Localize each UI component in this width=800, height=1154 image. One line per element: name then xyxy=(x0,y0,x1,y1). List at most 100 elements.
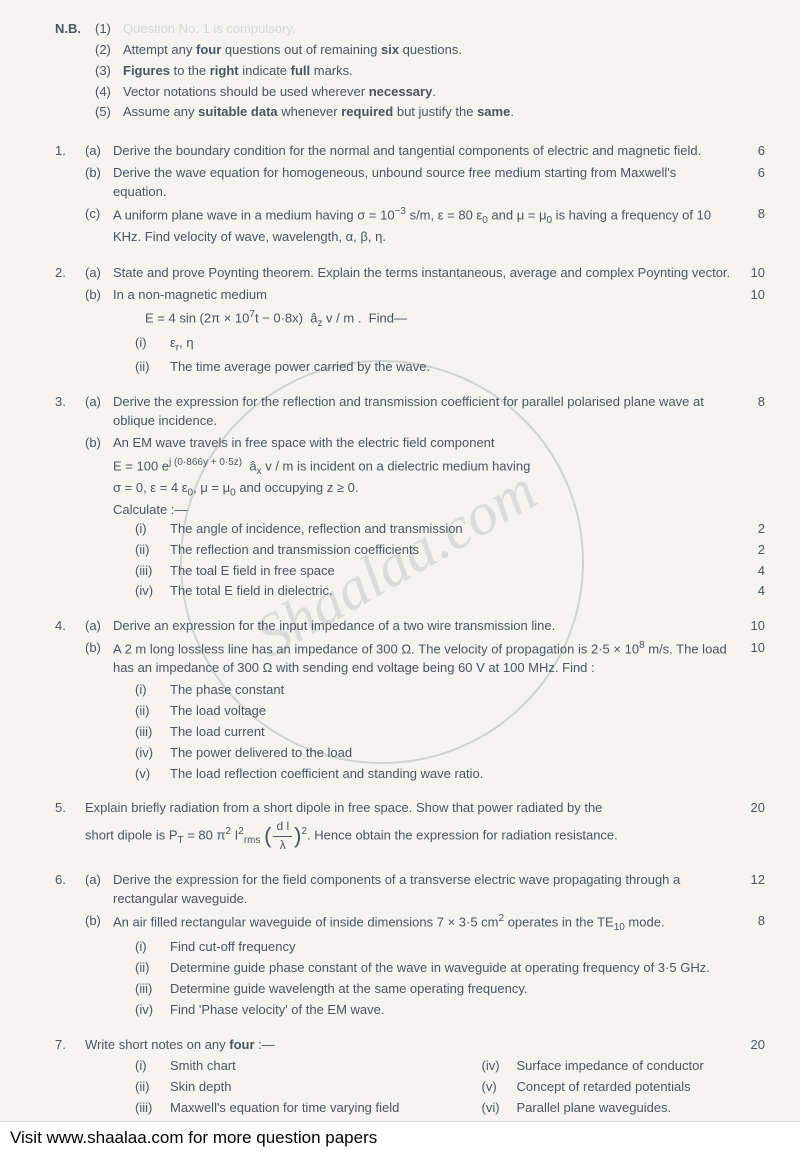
sub-content: Derive the expression for the reflection… xyxy=(113,393,741,431)
marks: 6 xyxy=(741,164,765,202)
question-number: 3. xyxy=(55,393,85,603)
question-content: Write short notes on any four :— xyxy=(85,1036,741,1055)
roman-label: (i) xyxy=(135,1057,170,1076)
sub-label: (a) xyxy=(85,393,113,431)
marks: 20 xyxy=(741,799,765,854)
roman-content: εr, η xyxy=(170,334,765,356)
question-body: (a)Derive the expression for the field c… xyxy=(85,871,765,1021)
nb-item-num: (5) xyxy=(95,103,123,122)
roman-label: (iii) xyxy=(135,1099,170,1118)
q5-content: Explain briefly radiation from a short d… xyxy=(85,799,741,854)
question: 3.(a)Derive the expression for the refle… xyxy=(55,393,765,603)
nb-item: (3)Figures to the right indicate full ma… xyxy=(95,62,765,81)
sub-label: (b) xyxy=(85,434,113,453)
question: 6.(a)Derive the expression for the field… xyxy=(55,871,765,1021)
roman-item: (ii)The reflection and transmission coef… xyxy=(135,541,765,560)
two-column-list: (i)Smith chart(ii)Skin depth(iii)Maxwell… xyxy=(135,1057,765,1120)
marks: 8 xyxy=(741,205,765,247)
sub-content: Derive the boundary condition for the no… xyxy=(113,142,741,161)
column-left: (i)Smith chart(ii)Skin depth(iii)Maxwell… xyxy=(135,1057,482,1120)
nb-item-num: (1) xyxy=(95,20,123,39)
marks: 8 xyxy=(741,393,765,431)
sub-label: (a) xyxy=(85,871,113,909)
question-number: 4. xyxy=(55,617,85,785)
sub-content: A uniform plane wave in a medium having … xyxy=(113,205,741,247)
roman-label: (iv) xyxy=(135,582,170,601)
sub-content: Derive an expression for the input imped… xyxy=(113,617,741,636)
roman-label: (iii) xyxy=(135,980,170,999)
question-number: 6. xyxy=(55,871,85,1021)
sub-content: An air filled rectangular waveguide of i… xyxy=(113,912,741,935)
question-body: (a)Derive the boundary condition for the… xyxy=(85,142,765,250)
nb-item: (4)Vector notations should be used where… xyxy=(95,83,765,102)
roman-content: Skin depth xyxy=(170,1078,231,1097)
roman-item: (ii)The time average power carried by th… xyxy=(135,358,765,377)
roman-item: (iv)The total E field in dielectric.4 xyxy=(135,582,765,601)
marks: 10 xyxy=(741,617,765,636)
roman-label: (i) xyxy=(135,520,170,539)
sub-content: State and prove Poynting theorem. Explai… xyxy=(113,264,741,283)
roman-content: Parallel plane waveguides. xyxy=(517,1099,672,1118)
roman-content: Find 'Phase velocity' of the EM wave. xyxy=(170,1001,765,1020)
roman-content: The time average power carried by the wa… xyxy=(170,358,765,377)
nb-item-num: (2) xyxy=(95,41,123,60)
nb-item-text: Attempt any four questions out of remain… xyxy=(123,41,462,60)
roman-marks: 4 xyxy=(741,562,765,581)
sub-question: (a)Derive the expression for the field c… xyxy=(85,871,765,909)
sub-label: (b) xyxy=(85,639,113,678)
roman-item: (vi)Parallel plane waveguides. xyxy=(482,1099,766,1118)
sub-label: (c) xyxy=(85,205,113,247)
roman-label: (ii) xyxy=(135,702,170,721)
questions-container: 1.(a)Derive the boundary condition for t… xyxy=(55,142,765,1120)
sub-label: (a) xyxy=(85,617,113,636)
exam-paper-page: Shaalaa.com N.B. (1)Question No. 1 is co… xyxy=(0,0,800,1154)
nb-item: (2)Attempt any four questions out of rem… xyxy=(95,41,765,60)
roman-content: The reflection and transmission coeffici… xyxy=(170,541,741,560)
sub-question: (a)State and prove Poynting theorem. Exp… xyxy=(85,264,765,283)
question-body: (a)State and prove Poynting theorem. Exp… xyxy=(85,264,765,379)
roman-label: (iv) xyxy=(482,1057,517,1076)
sub-label: (a) xyxy=(85,264,113,283)
roman-label: (v) xyxy=(482,1078,517,1097)
marks: 10 xyxy=(741,264,765,283)
roman-label: (i) xyxy=(135,334,170,356)
question-body: (a)Derive the expression for the reflect… xyxy=(85,393,765,603)
roman-label: (ii) xyxy=(135,1078,170,1097)
roman-label: (iii) xyxy=(135,723,170,742)
roman-content: The power delivered to the load xyxy=(170,744,765,763)
roman-content: Determine guide wavelength at the same o… xyxy=(170,980,765,999)
roman-content: The angle of incidence, reflection and t… xyxy=(170,520,741,539)
marks: 10 xyxy=(741,639,765,678)
roman-content: The load voltage xyxy=(170,702,765,721)
roman-label: (iii) xyxy=(135,562,170,581)
roman-item: (i)The phase constant xyxy=(135,681,765,700)
question: 5.Explain briefly radiation from a short… xyxy=(55,799,765,857)
nb-label: N.B. xyxy=(55,20,95,124)
sub-content: Derive the expression for the field comp… xyxy=(113,871,741,909)
roman-item: (i)Smith chart xyxy=(135,1057,482,1076)
roman-content: Determine guide phase constant of the wa… xyxy=(170,959,765,978)
nb-item-num: (3) xyxy=(95,62,123,81)
sub-label: (b) xyxy=(85,286,113,305)
sub-content: An EM wave travels in free space with th… xyxy=(113,434,741,453)
nb-item-text: Question No. 1 is compulsory. xyxy=(123,20,295,39)
roman-item: (v)The load reflection coefficient and s… xyxy=(135,765,765,784)
roman-content: The load reflection coefficient and stan… xyxy=(170,765,765,784)
roman-content: The load current xyxy=(170,723,765,742)
question-text: Explain briefly radiation from a short d… xyxy=(85,799,765,854)
marks: 12 xyxy=(741,871,765,909)
nb-item: (5)Assume any suitable data whenever req… xyxy=(95,103,765,122)
nb-section: N.B. (1)Question No. 1 is compulsory.(2)… xyxy=(55,20,765,124)
roman-item: (ii)The load voltage xyxy=(135,702,765,721)
nb-item-num: (4) xyxy=(95,83,123,102)
sub-question: (a)Derive the expression for the reflect… xyxy=(85,393,765,431)
roman-content: Surface impedance of conductor xyxy=(517,1057,704,1076)
sub-content: A 2 m long lossless line has an impedanc… xyxy=(113,639,741,678)
roman-item: (i)The angle of incidence, reflection an… xyxy=(135,520,765,539)
extra-line: E = 100 ej (0·866y + 0·5z) âx v / m is i… xyxy=(113,456,765,479)
question: 1.(a)Derive the boundary condition for t… xyxy=(55,142,765,250)
roman-label: (ii) xyxy=(135,959,170,978)
roman-content: The phase constant xyxy=(170,681,765,700)
marks: 10 xyxy=(741,286,765,305)
question: 2.(a)State and prove Poynting theorem. E… xyxy=(55,264,765,379)
